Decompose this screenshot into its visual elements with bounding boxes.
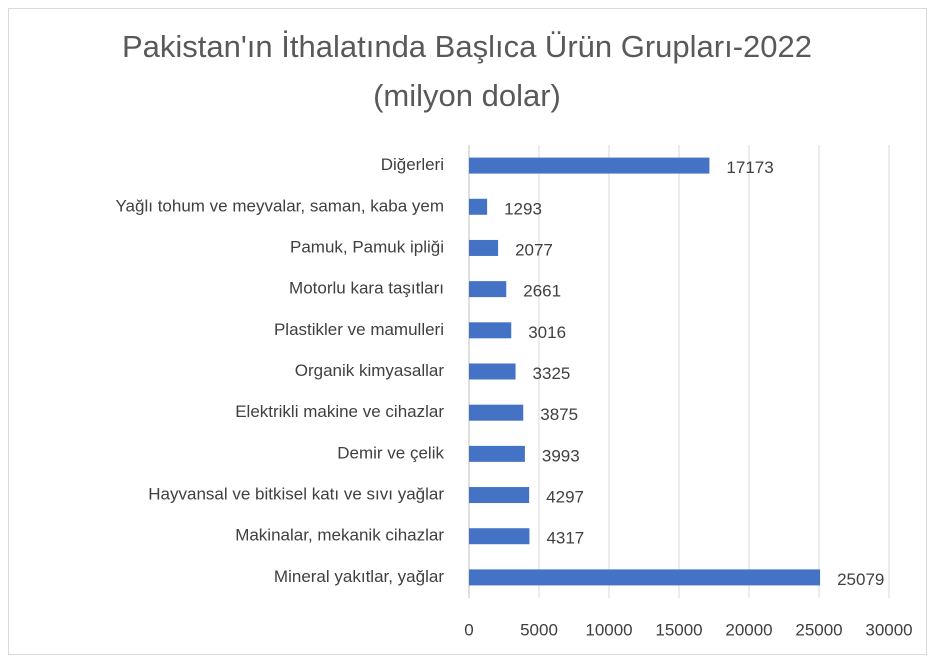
x-tick-label: 5000 [520, 620, 558, 639]
bar [469, 569, 821, 586]
y-tick-label: Elektrikli makine ve cihazlar [235, 402, 444, 421]
x-tick-label: 0 [464, 620, 473, 639]
bar [469, 445, 525, 462]
data-label: 3016 [528, 323, 566, 342]
x-tick-label: 10000 [585, 620, 632, 639]
x-tick-label: 15000 [655, 620, 702, 639]
chart-border [8, 8, 927, 655]
data-label: 2077 [515, 240, 553, 259]
y-tick-label: Plastikler ve mamulleri [274, 320, 444, 339]
bar [469, 404, 524, 421]
x-tick-label: 25000 [795, 620, 842, 639]
x-tick-label: 20000 [725, 620, 772, 639]
y-tick-label: Makinalar, mekanik cihazlar [235, 526, 444, 545]
bar [469, 363, 516, 380]
bar [469, 322, 512, 339]
x-tick-label: 30000 [865, 620, 912, 639]
data-label: 3993 [542, 446, 580, 465]
bar [469, 281, 507, 298]
bar [469, 528, 530, 545]
data-label: 4297 [546, 488, 584, 507]
y-tick-label: Organik kimyasallar [295, 361, 445, 380]
data-label: 2661 [523, 282, 561, 301]
data-label: 25079 [837, 570, 884, 589]
y-tick-label: Demir ve çelik [337, 443, 444, 462]
y-tick-label: Yağlı tohum ve meyvalar, saman, kaba yem [115, 196, 444, 215]
data-label: 3875 [540, 405, 578, 424]
data-label: 4317 [546, 529, 584, 548]
data-label: 1293 [504, 199, 542, 218]
y-tick-label: Hayvansal ve bitkisel katı ve sıvı yağla… [148, 485, 444, 504]
bar [469, 487, 530, 504]
bar [469, 198, 488, 215]
y-tick-label: Mineral yakıtlar, yağlar [274, 567, 444, 586]
chart-title: Pakistan'ın İthalatında Başlıca Ürün Gru… [121, 29, 813, 113]
data-label: 17173 [726, 158, 773, 177]
bar [469, 157, 710, 174]
y-tick-label: Motorlu kara taşıtları [289, 279, 444, 298]
y-tick-label: Diğerleri [381, 155, 444, 174]
bar [469, 239, 499, 256]
y-tick-label: Pamuk, Pamuk ipliği [290, 237, 444, 256]
data-label: 3325 [533, 364, 571, 383]
